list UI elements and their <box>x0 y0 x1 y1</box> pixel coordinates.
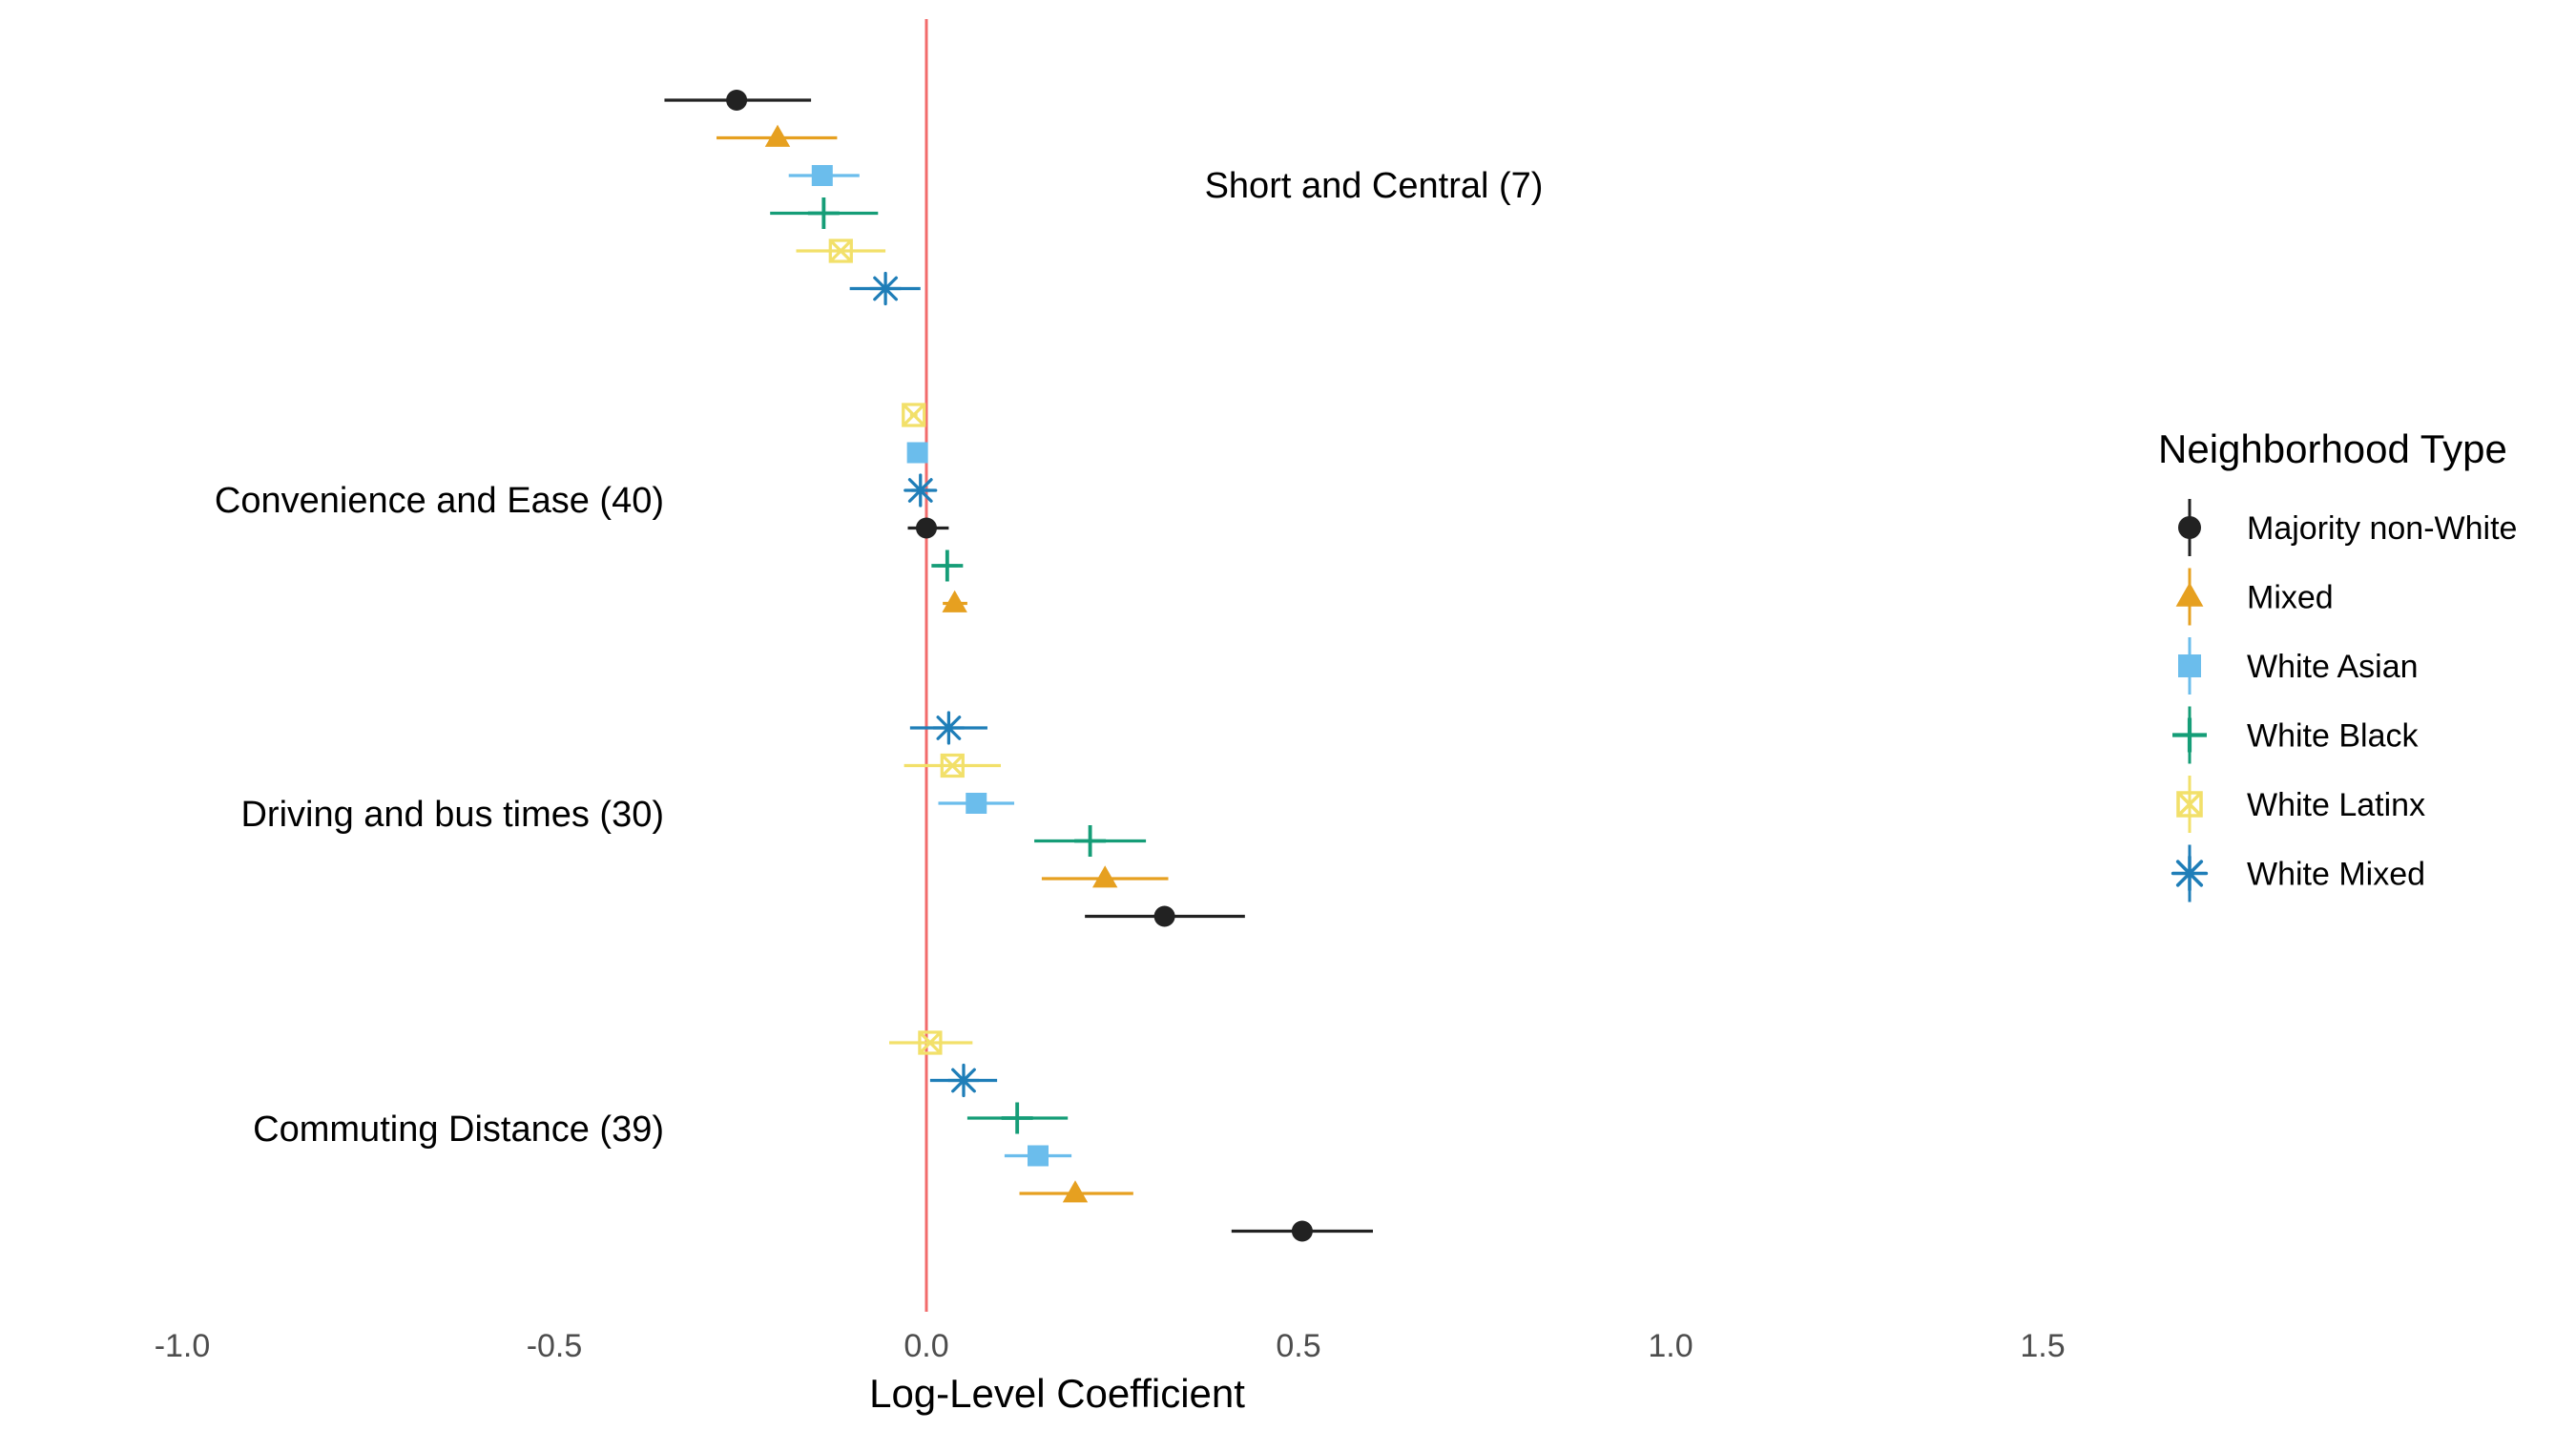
legend-label: White Black <box>2247 718 2419 755</box>
legend-key-white-asian <box>2178 654 2201 677</box>
legend-title: Neighborhood Type <box>2158 426 2507 471</box>
point-white-latinx <box>940 753 965 778</box>
category-label: Driving and bus times (30) <box>240 795 664 835</box>
data-point-group <box>909 711 987 745</box>
x-tick-label: 0.5 <box>1276 1328 1320 1364</box>
legend-item-white-black: White Black <box>2172 706 2419 764</box>
legend-item-mixed: Mixed <box>2175 568 2334 626</box>
data-point-group <box>931 550 964 582</box>
point-white-black <box>931 550 964 582</box>
data-point-group <box>1034 825 1147 857</box>
point-white-black <box>1001 1102 1033 1134</box>
data-point-group <box>849 271 921 306</box>
point-white-asian <box>906 442 928 464</box>
data-point-group <box>889 1030 973 1055</box>
data-point-group <box>907 517 949 539</box>
data-point-group <box>942 590 967 612</box>
x-tick-label: 1.5 <box>2020 1328 2065 1364</box>
data-point-group <box>966 1102 1069 1134</box>
point-mixed <box>764 124 791 147</box>
point-majority-non-white <box>916 517 937 539</box>
legend-label: Majority non-White <box>2247 510 2517 547</box>
point-white-mixed <box>946 1063 981 1098</box>
point-white-mixed <box>904 473 938 508</box>
point-white-black <box>807 197 840 229</box>
data-point-group <box>902 403 926 427</box>
legend-key-mixed <box>2175 582 2204 607</box>
data-point-group <box>717 124 838 147</box>
category-label: Convenience and Ease (40) <box>215 481 664 521</box>
legend-item-white-mixed: White Mixed <box>2171 844 2425 902</box>
point-mixed <box>942 590 967 612</box>
data-point-group <box>929 1063 998 1098</box>
point-majority-non-white <box>726 90 748 111</box>
category-labels: Short and Central (7) Convenience and Eas… <box>215 166 1544 1150</box>
legend-label: White Mixed <box>2247 857 2425 893</box>
data-point-group <box>1004 1145 1072 1167</box>
legend-label: Mixed <box>2247 580 2334 616</box>
category-label: Short and Central (7) <box>1205 166 1544 206</box>
data-point-group <box>938 793 1015 814</box>
data-point-group <box>1041 865 1169 888</box>
category-label: Commuting Distance (39) <box>253 1110 664 1150</box>
legend-key-majority-non-white <box>2178 516 2201 539</box>
x-tick-label: -0.5 <box>527 1328 583 1364</box>
legend-items: Majority non-White Mixed White Asian White … <box>2171 499 2517 902</box>
data-point-group <box>796 238 886 263</box>
data-point-group <box>664 90 812 111</box>
legend-key-white-mixed <box>2171 855 2209 892</box>
point-white-latinx <box>918 1030 943 1055</box>
x-tick-label: 1.0 <box>1648 1328 1693 1364</box>
data-point-group <box>788 165 860 186</box>
point-majority-non-white <box>1153 905 1175 927</box>
data-point-group <box>770 197 879 229</box>
x-tick-label: -1.0 <box>155 1328 211 1364</box>
legend-label: White Asian <box>2247 649 2419 685</box>
legend-item-white-asian: White Asian <box>2178 637 2419 695</box>
x-axis-title: Log-Level Coefficient <box>869 1371 1245 1416</box>
legend-item-majority-non-white: Majority non-White <box>2178 499 2517 556</box>
x-tick-label: 0.0 <box>904 1328 948 1364</box>
legend-label: White Latinx <box>2247 787 2425 823</box>
data-point-group <box>904 473 938 508</box>
data-point-group <box>1019 1180 1133 1203</box>
point-white-asian <box>811 165 833 186</box>
legend-key-white-black <box>2172 717 2207 753</box>
plot-area <box>664 19 1373 1312</box>
point-white-latinx <box>902 403 926 427</box>
point-mixed <box>1092 865 1118 888</box>
legend-key-white-latinx <box>2176 791 2203 818</box>
point-majority-non-white <box>1291 1220 1313 1242</box>
point-mixed <box>1062 1180 1089 1203</box>
point-white-asian <box>966 793 987 814</box>
legend-item-white-latinx: White Latinx <box>2176 776 2425 833</box>
point-white-black <box>1074 825 1107 857</box>
data-point-group <box>904 753 1001 778</box>
point-white-asian <box>1028 1145 1049 1167</box>
point-white-mixed <box>931 711 966 745</box>
point-white-mixed <box>868 271 903 306</box>
x-axis: -1.0 -0.5 0.0 0.5 1.0 1.5 <box>155 1328 2066 1364</box>
data-point-group <box>906 442 928 464</box>
data-point-group <box>1231 1220 1373 1242</box>
point-white-latinx <box>828 238 853 263</box>
legend: Neighborhood Type Majority non-White Mixe… <box>2158 426 2517 902</box>
data-point-group <box>1085 905 1245 927</box>
